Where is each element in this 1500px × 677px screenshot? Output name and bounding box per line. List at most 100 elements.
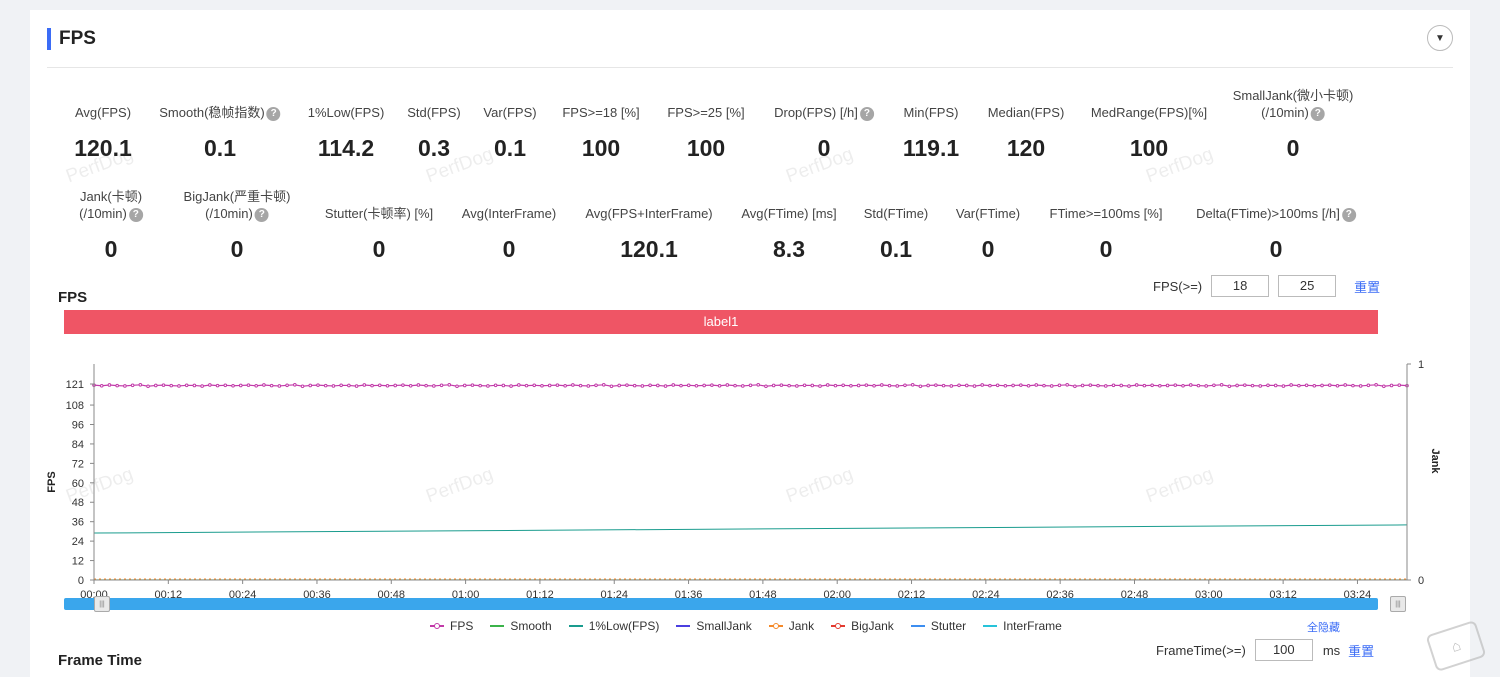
- fps-point: [880, 383, 884, 387]
- fps-point: [238, 383, 243, 388]
- fps-point: [532, 383, 537, 388]
- metric-label-text: Stutter(卡顿率) [%]: [324, 206, 434, 221]
- metric-value: 100: [1129, 135, 1169, 161]
- fps-point: [1235, 383, 1239, 388]
- fps-point: [625, 383, 629, 387]
- fps-point: [1258, 384, 1263, 388]
- fps-point: [246, 383, 251, 387]
- fps-point: [632, 383, 637, 388]
- fps-point: [671, 383, 676, 387]
- metric-value: 0: [372, 236, 386, 262]
- slider-handle-right[interactable]: |||: [1390, 596, 1406, 612]
- fps-point: [293, 383, 297, 387]
- fps-point: [995, 383, 1000, 388]
- legend-item-jank[interactable]: Jank: [768, 619, 814, 633]
- help-icon[interactable]: ?: [859, 107, 874, 121]
- fps-chart-title: FPS: [58, 289, 88, 306]
- fps-point: [609, 384, 614, 389]
- fps-point: [1312, 383, 1317, 388]
- fps-point: [586, 384, 591, 388]
- fps-point: [1343, 383, 1348, 387]
- metric-label: Var(FPS): [483, 104, 536, 121]
- legend-item-smooth[interactable]: Smooth: [490, 619, 552, 633]
- metric-label: 1%Low(FPS): [308, 104, 385, 121]
- fps-point: [1088, 383, 1093, 387]
- fps-point: [401, 383, 405, 387]
- fps-point: [787, 383, 791, 388]
- fps-point: [424, 383, 428, 388]
- metric-label: Min(FPS): [904, 104, 959, 121]
- fps-point: [957, 383, 961, 388]
- fps-point: [949, 384, 954, 388]
- y-axis-title: FPS: [46, 471, 58, 492]
- fps-point: [918, 384, 923, 389]
- fps-point: [679, 383, 683, 388]
- series-line-1-low-fps-: [93, 524, 1408, 534]
- y-tick-label: 36: [72, 517, 84, 529]
- frametime-threshold-input[interactable]: 100: [1254, 639, 1313, 661]
- fps-point: [277, 384, 282, 388]
- metric-value: 100: [686, 135, 726, 161]
- fps-reset-link[interactable]: 重置: [1354, 279, 1381, 295]
- fps-point: [308, 383, 313, 388]
- legend-swatch-icon: [430, 621, 444, 631]
- fps-point: [1204, 384, 1208, 388]
- metric-label-text: Drop(FPS) [/h]: [774, 105, 858, 120]
- y-tick-label: 12: [72, 556, 84, 568]
- metric-label-text: Avg(FPS): [74, 105, 132, 120]
- fps-point: [1142, 383, 1147, 388]
- fps-point: [1181, 383, 1185, 388]
- help-icon[interactable]: ?: [254, 208, 269, 222]
- fps-point: [694, 383, 699, 388]
- frametime-reset-link[interactable]: 重置: [1348, 643, 1375, 659]
- fps-point: [748, 383, 753, 388]
- help-icon[interactable]: ?: [1341, 208, 1356, 222]
- fps-point: [895, 384, 900, 388]
- fps-point: [1366, 383, 1371, 388]
- metric-label: Avg(FTime) [ms]: [741, 205, 836, 222]
- fps-point: [432, 384, 436, 388]
- label-bar[interactable]: label1: [64, 310, 1378, 334]
- y-tick-label: 108: [66, 400, 84, 412]
- fps-point: [903, 383, 907, 388]
- metric-value: 0: [817, 135, 831, 161]
- fps-point: [1049, 384, 1054, 388]
- fps-point: [138, 383, 143, 387]
- legend-item-interframe[interactable]: InterFrame: [983, 619, 1062, 633]
- slider-handle-left[interactable]: |||: [94, 596, 110, 612]
- fps-point: [1042, 383, 1046, 388]
- metric-value: 114.2: [317, 135, 375, 161]
- fps-point: [470, 383, 475, 387]
- help-icon[interactable]: ?: [128, 208, 143, 222]
- legend-item-1-low-fps-[interactable]: 1%Low(FPS): [568, 619, 659, 633]
- metric-label-text: Std(FTime): [863, 206, 929, 221]
- help-icon[interactable]: ?: [266, 107, 281, 121]
- fps-threshold-input-1[interactable]: 18: [1211, 275, 1270, 297]
- fps-point: [717, 383, 722, 388]
- legend-item-bigjank[interactable]: BigJank: [831, 619, 894, 633]
- legend-item-fps[interactable]: FPS: [430, 619, 473, 633]
- hide-all-link[interactable]: 全隐藏: [1307, 622, 1340, 634]
- y-tick-label: 84: [72, 439, 84, 451]
- fps-point: [810, 383, 815, 388]
- chevron-down-icon[interactable]: ▼: [1427, 25, 1453, 51]
- help-icon[interactable]: ?: [1310, 107, 1325, 121]
- time-range-slider[interactable]: [64, 598, 1378, 610]
- legend-item-stutter[interactable]: Stutter: [910, 619, 966, 633]
- fps-point: [1273, 383, 1278, 388]
- fps-threshold-input-2[interactable]: 25: [1278, 275, 1337, 297]
- metric-label-text: Smooth(稳帧指数): [159, 105, 265, 120]
- metric-value: 120.1: [74, 135, 132, 161]
- fps-point: [215, 383, 220, 388]
- fps-point: [161, 383, 166, 387]
- frametime-unit: ms: [1322, 642, 1341, 658]
- fps-point: [1103, 384, 1108, 388]
- fps-point: [733, 383, 737, 388]
- metric-value: 100: [581, 135, 621, 161]
- fps-point: [208, 383, 212, 387]
- fps-point: [926, 383, 930, 388]
- fps-point: [1119, 383, 1124, 388]
- y2-axis-title: Jank: [1429, 448, 1441, 474]
- legend-item-smalljank[interactable]: SmallJank: [676, 619, 752, 633]
- metric-label: Stutter(卡顿率) [%]: [325, 205, 433, 222]
